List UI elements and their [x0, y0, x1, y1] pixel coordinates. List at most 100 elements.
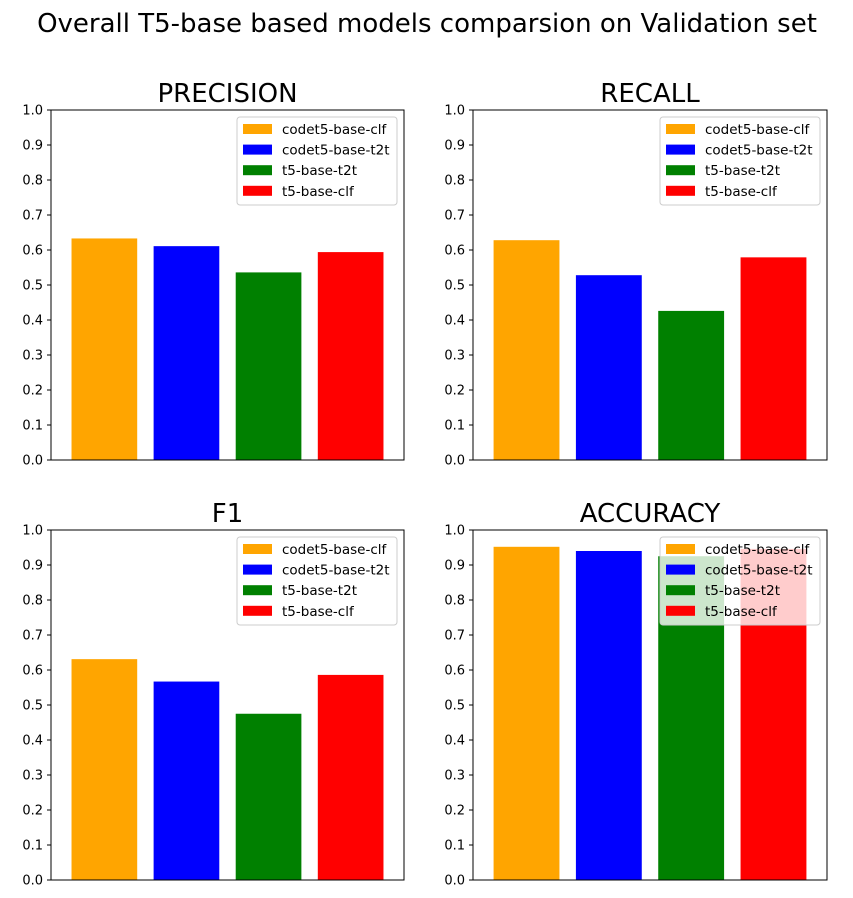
recall-legend-label: t5-base-t2t — [705, 163, 780, 179]
f1-ytick-label: 1.0 — [22, 524, 43, 539]
accuracy-ytick-label: 0.6 — [444, 664, 465, 679]
precision-bar-codet5-base-t2t — [153, 246, 220, 460]
accuracy-ytick-label: 0.8 — [444, 594, 465, 609]
precision-title: PRECISION — [157, 79, 297, 109]
f1-legend-label: t5-base-t2t — [282, 583, 357, 599]
f1-ytick-label: 0.2 — [22, 804, 43, 819]
precision-legend: codet5-base-clf codet5-base-t2t t5-base-t2… — [236, 116, 398, 206]
accuracy-legend-label: codet5-base-clf — [705, 542, 811, 558]
f1-ytick-label: 0.3 — [22, 769, 43, 784]
recall-bar-codet5-base-t2t — [575, 275, 642, 460]
accuracy-ytick-label: 1.0 — [444, 524, 465, 539]
precision-legend-swatch — [243, 124, 272, 134]
precision-ytick-label: 0.5 — [22, 279, 43, 294]
f1-ytick-label: 0.1 — [22, 839, 43, 854]
recall-legend: codet5-base-clf codet5-base-t2t t5-base-t2… — [659, 116, 821, 206]
recall-legend-swatch — [666, 185, 695, 196]
accuracy-ytick-label: 0.3 — [444, 769, 465, 784]
accuracy-ytick-label: 0.5 — [444, 699, 465, 714]
recall-ytick-label: 0.4 — [444, 314, 465, 329]
f1-legend-swatch — [243, 605, 272, 616]
accuracy-title: ACCURACY — [580, 499, 721, 529]
precision-panel: PRECISION 0.0 0.1 0.2 0.3 0.4 0.5 0.6 0.7 0.8 0.9 1… — [22, 79, 405, 469]
figure-title: Overall T5-base based models comparsion … — [37, 9, 817, 39]
f1-bar-t5-base-clf — [317, 674, 384, 880]
accuracy-ytick-label: 0.0 — [444, 874, 465, 889]
f1-ytick-label: 0.0 — [22, 874, 43, 889]
recall-ytick-label: 0.0 — [444, 454, 465, 469]
recall-legend-label: t5-base-clf — [705, 184, 778, 200]
recall-legend-box — [659, 116, 821, 206]
precision-legend-label: t5-base-t2t — [282, 163, 357, 179]
f1-legend-swatch — [243, 585, 272, 596]
accuracy-ytick-label: 0.4 — [444, 734, 465, 749]
accuracy-legend: codet5-base-clf codet5-base-t2t t5-base-t2… — [659, 536, 821, 626]
f1-bar-codet5-base-t2t — [153, 681, 220, 880]
recall-legend-swatch — [666, 144, 695, 155]
f1-ytick-label: 0.9 — [22, 559, 43, 574]
precision-ytick-label: 0.8 — [22, 174, 43, 189]
f1-panel: F1 0.0 0.1 0.2 0.3 0.4 0.5 0.6 0.7 0.8 0.9 1.0 codet… — [22, 499, 405, 889]
f1-legend: codet5-base-clf codet5-base-t2t t5-base-t2… — [236, 536, 398, 626]
f1-bar-t5-base-t2t — [235, 713, 302, 880]
precision-ytick-label: 0.6 — [22, 244, 43, 259]
accuracy-panel: ACCURACY 0.0 0.1 0.2 0.3 0.4 0.5 0.6 0.7 0.8 0.9 1.… — [444, 499, 828, 889]
accuracy-legend-swatch — [666, 564, 695, 575]
chart-panels: PRECISION 0.0 0.1 0.2 0.3 0.4 0.5 0.6 0.7 0.8 0.9 1… — [22, 79, 828, 889]
recall-ytick-label: 0.3 — [444, 349, 465, 364]
precision-ytick-label: 0.1 — [22, 419, 43, 434]
recall-ytick-label: 0.9 — [444, 139, 465, 154]
precision-legend-box — [236, 116, 398, 206]
precision-ytick-label: 0.3 — [22, 349, 43, 364]
recall-ytick-label: 0.7 — [444, 209, 465, 224]
f1-ytick-label: 0.7 — [22, 629, 43, 644]
f1-legend-label: codet5-base-t2t — [282, 563, 390, 579]
precision-bar-t5-base-t2t — [235, 272, 302, 460]
accuracy-bar-codet5-base-t2t — [575, 551, 642, 880]
recall-legend-swatch — [666, 124, 695, 134]
recall-bar-t5-base-t2t — [658, 310, 725, 460]
accuracy-legend-swatch — [666, 544, 695, 554]
accuracy-legend-label: t5-base-t2t — [705, 583, 780, 599]
precision-ytick-label: 1.0 — [22, 104, 43, 119]
accuracy-legend-swatch — [666, 605, 695, 616]
accuracy-bar-codet5-base-clf — [493, 546, 560, 880]
recall-bar-t5-base-clf — [740, 257, 807, 460]
f1-legend-box — [236, 536, 398, 626]
f1-legend-swatch — [243, 564, 272, 575]
accuracy-legend-label: t5-base-clf — [705, 604, 778, 620]
precision-bar-t5-base-clf — [317, 252, 384, 460]
f1-ytick-label: 0.8 — [22, 594, 43, 609]
accuracy-legend-label: codet5-base-t2t — [705, 563, 813, 579]
precision-ytick-label: 0.2 — [22, 384, 43, 399]
precision-ytick-label: 0.4 — [22, 314, 43, 329]
f1-bar-codet5-base-clf — [71, 659, 138, 880]
recall-legend-label: codet5-base-clf — [705, 122, 811, 138]
recall-ytick-label: 0.8 — [444, 174, 465, 189]
f1-legend-swatch — [243, 544, 272, 554]
precision-legend-swatch — [243, 144, 272, 155]
recall-ytick-label: 0.1 — [444, 419, 465, 434]
precision-legend-label: codet5-base-clf — [282, 122, 388, 138]
precision-legend-label: codet5-base-t2t — [282, 143, 390, 159]
accuracy-ytick-label: 0.9 — [444, 559, 465, 574]
precision-ytick-label: 0.9 — [22, 139, 43, 154]
recall-ytick-label: 0.5 — [444, 279, 465, 294]
accuracy-legend-swatch — [666, 585, 695, 596]
recall-ytick-label: 1.0 — [444, 104, 465, 119]
f1-legend-label: codet5-base-clf — [282, 542, 388, 558]
precision-bar-codet5-base-clf — [71, 238, 138, 460]
f1-title: F1 — [212, 499, 244, 529]
recall-bar-codet5-base-clf — [493, 240, 560, 460]
precision-legend-swatch — [243, 165, 272, 176]
f1-ytick-label: 0.6 — [22, 664, 43, 679]
precision-ytick-label: 0.7 — [22, 209, 43, 224]
accuracy-legend-box — [659, 536, 821, 626]
recall-title: RECALL — [600, 79, 700, 109]
precision-legend-label: t5-base-clf — [282, 184, 355, 200]
precision-legend-swatch — [243, 185, 272, 196]
accuracy-ytick-label: 0.7 — [444, 629, 465, 644]
accuracy-ytick-label: 0.2 — [444, 804, 465, 819]
recall-legend-label: codet5-base-t2t — [705, 143, 813, 159]
